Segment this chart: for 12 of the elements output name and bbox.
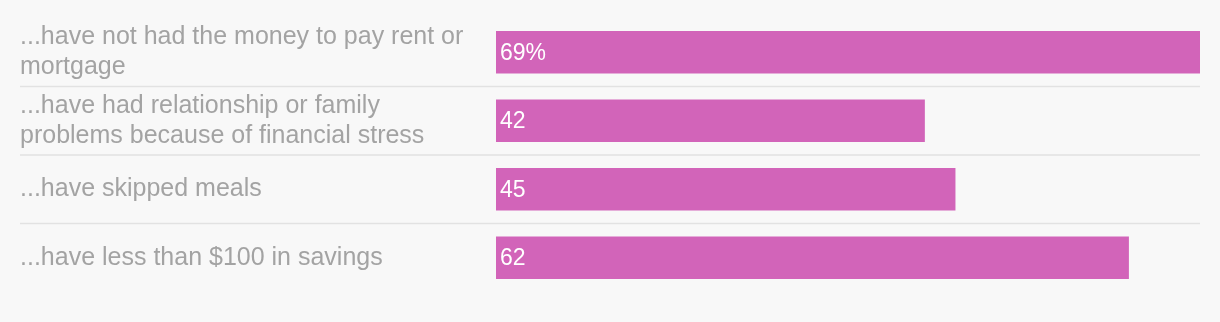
bar — [496, 167, 956, 211]
data-label: 42 — [500, 107, 526, 134]
y-tick-label: ...have skipped meals — [20, 173, 262, 202]
y-tick-label: ...have less than $100 in savings — [20, 241, 383, 270]
bar — [496, 236, 1129, 280]
data-label: 62 — [500, 244, 526, 271]
y-tick-label: ...have not had the money to pay rent or mortgage — [20, 21, 464, 80]
data-label: 69% — [500, 38, 547, 65]
data-label: 45 — [500, 175, 526, 202]
bar — [496, 99, 925, 143]
bar — [496, 30, 1200, 74]
y-tick-label: ...have had relationship or family problems because of financial stress — [20, 89, 425, 148]
